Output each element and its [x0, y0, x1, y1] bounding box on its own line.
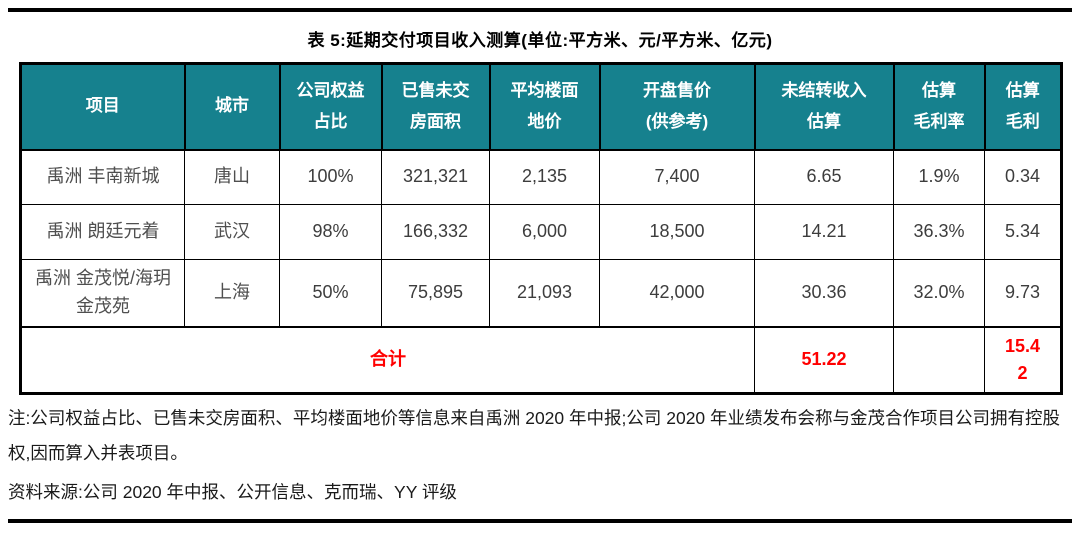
source-text: 资料来源:公司 2020 年中报、公开信息、克而瑞、YY 评级: [8, 482, 457, 502]
table-row-fengnan: 禹洲 丰南新城 唐山 100% 321,321 2,135 7,400 6.65…: [20, 149, 1062, 205]
header-sold-undelivered-area: 已售未交 房面积: [380, 62, 491, 151]
cell-revenue: 30.36: [754, 259, 894, 327]
header-project: 项目: [19, 62, 186, 151]
header-opening-price: 开盘售价 (供参考): [598, 62, 756, 151]
income-estimate-table: 项目 城市 公司权益 占比 已售未交 房面积 平均楼面 地价 开盘售价 (供参考…: [19, 62, 1063, 395]
cell-project: 禹洲 朗廷元着: [20, 204, 185, 260]
cell-city: 唐山: [184, 149, 280, 205]
footnote-text: 注:公司权益占比、已售未交房面积、平均楼面地价等信息来自禹洲 2020 年中报;…: [8, 408, 1061, 463]
total-label: 合计: [20, 325, 755, 394]
cell-equity: 50%: [279, 259, 382, 327]
cell-land-price: 6,000: [489, 204, 600, 260]
cell-city: 武汉: [184, 204, 280, 260]
header-row: 项目 城市 公司权益 占比 已售未交 房面积 平均楼面 地价 开盘售价 (供参考…: [19, 62, 1063, 151]
cell-revenue: 14.21: [754, 204, 894, 260]
cell-margin: 36.3%: [893, 204, 985, 260]
cell-sale-price: 42,000: [599, 259, 755, 327]
cell-land-price: 2,135: [489, 149, 600, 205]
cell-sale-price: 18,500: [599, 204, 755, 260]
header-avg-floor-land-price: 平均楼面 地价: [488, 62, 601, 151]
total-profit-value: 15.42: [1004, 335, 1041, 383]
cell-revenue: 6.65: [754, 149, 894, 205]
total-margin: [893, 325, 985, 394]
table-row-total: 合计 51.22 15.42: [20, 325, 1062, 394]
header-city: 城市: [183, 62, 281, 151]
top-divider: [8, 8, 1072, 12]
cell-profit: 0.34: [984, 149, 1062, 205]
header-equity-ratio: 公司权益 占比: [278, 62, 383, 151]
cell-margin: 32.0%: [893, 259, 985, 327]
total-profit: 15.42: [984, 325, 1062, 394]
cell-area: 321,321: [381, 149, 490, 205]
cell-land-price: 21,093: [489, 259, 600, 327]
cell-equity: 100%: [279, 149, 382, 205]
total-revenue: 51.22: [754, 325, 894, 394]
table-title: 表 5:延期交付项目收入测算(单位:平方米、元/平方米、亿元): [307, 31, 773, 50]
cell-profit: 5.34: [984, 204, 1062, 260]
header-est-gross-profit: 估算 毛利: [983, 62, 1063, 151]
cell-equity: 98%: [279, 204, 382, 260]
cell-area: 166,332: [381, 204, 490, 260]
cell-margin: 1.9%: [893, 149, 985, 205]
cell-profit: 9.73: [984, 259, 1062, 327]
table-row-jinmao: 禹洲 金茂悦/海玥金茂苑 上海 50% 75,895 21,093 42,000…: [20, 259, 1062, 327]
header-unsettled-revenue: 未结转收入 估算: [753, 62, 895, 151]
cell-area: 75,895: [381, 259, 490, 327]
header-est-gross-margin: 估算 毛利率: [892, 62, 986, 151]
cell-sale-price: 7,400: [599, 149, 755, 205]
cell-city: 上海: [184, 259, 280, 327]
cell-project: 禹洲 丰南新城: [20, 149, 185, 205]
table-row-langting: 禹洲 朗廷元着 武汉 98% 166,332 6,000 18,500 14.2…: [20, 204, 1062, 260]
bottom-divider: [8, 519, 1072, 523]
cell-project: 禹洲 金茂悦/海玥金茂苑: [20, 259, 185, 327]
